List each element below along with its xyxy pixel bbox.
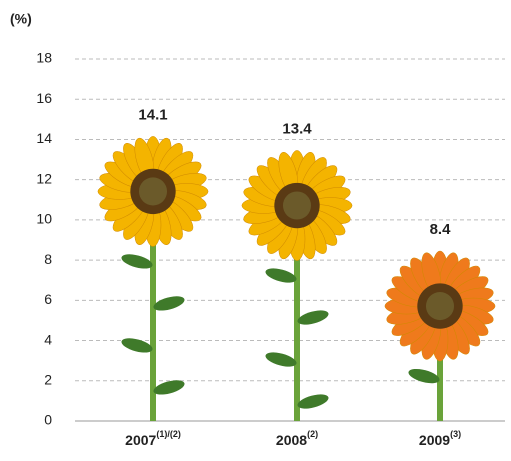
y-tick-label: 12 [36, 170, 52, 186]
chart: (%) 0 2 4 6 8 10 12 14 16 18 14.1 2007(1)/(2) 13.4 20… [0, 0, 511, 456]
category-note: (3) [450, 429, 461, 439]
x-tick-label: 2008(2) [276, 429, 318, 447]
category-year: 2008 [276, 432, 307, 448]
y-tick-label: 0 [44, 412, 52, 428]
y-axis-label: (%) [10, 11, 32, 27]
y-tick-label: 16 [36, 90, 52, 106]
y-tick-label: 6 [44, 291, 52, 307]
x-tick-label: 2007(1)/(2) [125, 429, 181, 447]
category-year: 2009 [419, 432, 450, 448]
leaf [264, 350, 298, 370]
x-tick-label: 2009(3) [419, 429, 461, 447]
value-label: 13.4 [282, 120, 312, 137]
y-tick-label: 14 [36, 130, 52, 146]
flower-disc-center [139, 177, 167, 205]
flower-disc-center [426, 292, 454, 320]
sunflower-bar [98, 136, 209, 421]
y-tick-label: 10 [36, 211, 52, 227]
leaf [120, 251, 154, 271]
y-tick-label: 8 [44, 251, 52, 267]
leaf [407, 366, 441, 386]
y-tick-label: 4 [44, 331, 52, 347]
category-year: 2007 [125, 432, 156, 448]
leaf [120, 335, 154, 355]
category-note: (1)/(2) [156, 429, 181, 439]
leaf [152, 293, 186, 313]
leaf [296, 308, 330, 328]
y-tick-label: 2 [44, 371, 52, 387]
leaf [264, 266, 298, 286]
page: (%) 0 2 4 6 8 10 12 14 16 18 14.1 2007(1)/(2) 13.4 20… [0, 0, 511, 456]
value-label: 14.1 [138, 106, 167, 123]
leaf [296, 392, 330, 412]
flower-disc-center [283, 191, 311, 219]
category-note: (2) [307, 429, 318, 439]
y-tick-label: 18 [36, 50, 52, 66]
value-label: 8.4 [430, 221, 452, 238]
sunflower-bar [385, 251, 496, 421]
